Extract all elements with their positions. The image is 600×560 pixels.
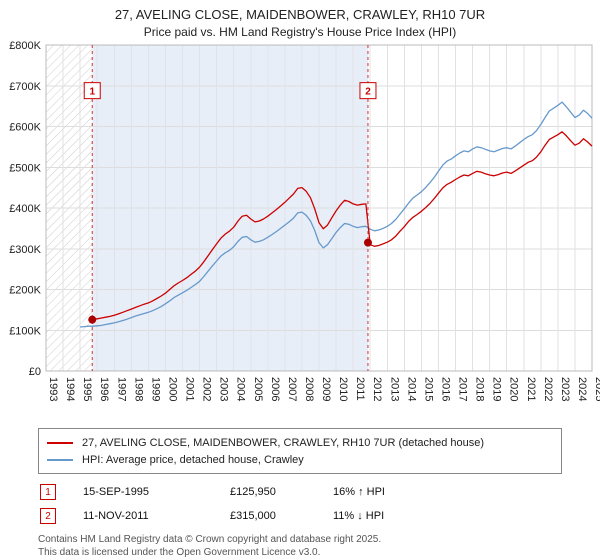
blue-line-swatch	[47, 458, 73, 461]
svg-text:1993: 1993	[47, 377, 59, 401]
legend-item-hpi: HPI: Average price, detached house, Craw…	[47, 451, 553, 468]
title-block: 27, AVELING CLOSE, MAIDENBOWER, CRAWLEY,…	[0, 0, 600, 39]
svg-text:1996: 1996	[98, 377, 110, 401]
svg-text:2: 2	[365, 87, 371, 98]
transaction-2-marker: 2	[40, 508, 56, 524]
svg-text:2014: 2014	[405, 377, 417, 401]
svg-text:2003: 2003	[218, 377, 230, 401]
legend: 27, AVELING CLOSE, MAIDENBOWER, CRAWLEY,…	[38, 428, 562, 474]
legend-item-property: 27, AVELING CLOSE, MAIDENBOWER, CRAWLEY,…	[47, 434, 553, 451]
svg-text:2016: 2016	[439, 377, 451, 401]
svg-text:2021: 2021	[525, 377, 537, 401]
svg-text:2011: 2011	[354, 377, 366, 401]
svg-text:2007: 2007	[286, 377, 298, 401]
transaction-1-price: £125,950	[230, 486, 276, 498]
svg-text:£0: £0	[29, 366, 41, 378]
svg-text:1998: 1998	[132, 377, 144, 401]
price-history-chart: £0 £100K £200K £300K £400K £500K £600K £700K £80…	[9, 40, 600, 401]
svg-text:£100K: £100K	[9, 325, 41, 337]
svg-text:2002: 2002	[201, 377, 213, 401]
legend-label-property: 27, AVELING CLOSE, MAIDENBOWER, CRAWLEY,…	[82, 436, 485, 449]
svg-text:2004: 2004	[235, 377, 247, 401]
red-line-swatch	[47, 441, 73, 444]
svg-text:£600K: £600K	[9, 122, 41, 134]
transaction-2-hpi-delta: 11% ↓ HPI	[333, 510, 385, 522]
svg-text:2018: 2018	[474, 377, 486, 401]
svg-text:2024: 2024	[576, 377, 588, 401]
svg-text:2013: 2013	[388, 377, 400, 401]
svg-text:£700K: £700K	[9, 81, 41, 93]
transactions: 1 15-SEP-1995 £125,950 16% ↑ HPI 2 11-NO…	[40, 484, 600, 524]
svg-text:1995: 1995	[81, 377, 93, 401]
transaction-row-1: 1 15-SEP-1995 £125,950 16% ↑ HPI	[40, 484, 600, 500]
transaction-2-date: 11-NOV-2011	[83, 510, 149, 522]
svg-text:1994: 1994	[64, 377, 76, 401]
svg-text:2009: 2009	[320, 377, 332, 401]
svg-text:£300K: £300K	[9, 244, 41, 256]
svg-text:2008: 2008	[303, 377, 315, 401]
svg-text:£500K: £500K	[9, 162, 41, 174]
svg-text:2023: 2023	[559, 377, 571, 401]
svg-text:2019: 2019	[491, 377, 503, 401]
svg-text:£400K: £400K	[9, 203, 41, 215]
svg-text:1997: 1997	[115, 377, 127, 401]
svg-text:2017: 2017	[457, 377, 469, 401]
svg-text:2022: 2022	[542, 377, 554, 401]
svg-text:2006: 2006	[269, 377, 281, 401]
transaction-2-price: £315,000	[230, 510, 276, 522]
legend-label-hpi: HPI: Average price, detached house, Craw…	[82, 453, 304, 466]
svg-text:£200K: £200K	[9, 285, 41, 297]
attribution-line-2: This data is licensed under the Open Gov…	[38, 547, 321, 558]
svg-text:2010: 2010	[337, 377, 349, 401]
attribution-line-1: Contains HM Land Registry data © Crown c…	[38, 534, 382, 545]
transaction-1-date: 15-SEP-1995	[83, 486, 150, 498]
svg-text:2025: 2025	[593, 377, 600, 401]
svg-text:1: 1	[89, 87, 95, 98]
svg-text:2015: 2015	[422, 377, 434, 401]
svg-text:2000: 2000	[166, 377, 178, 401]
transaction-1-hpi-delta: 16% ↑ HPI	[333, 486, 385, 498]
svg-text:2001: 2001	[184, 377, 196, 401]
chart-subtitle: Price paid vs. HM Land Registry's House …	[143, 25, 457, 39]
svg-text:£800K: £800K	[9, 40, 41, 52]
svg-text:2020: 2020	[508, 377, 520, 401]
transaction-1-marker: 1	[40, 484, 56, 500]
chart-title: 27, AVELING CLOSE, MAIDENBOWER, CRAWLEY,…	[114, 7, 486, 22]
svg-text:1999: 1999	[149, 377, 161, 401]
transaction-row-2: 2 11-NOV-2011 £315,000 11% ↓ HPI	[40, 508, 600, 524]
svg-text:2012: 2012	[371, 377, 383, 401]
svg-text:2005: 2005	[252, 377, 264, 401]
attribution: Contains HM Land Registry data © Crown c…	[38, 533, 600, 559]
